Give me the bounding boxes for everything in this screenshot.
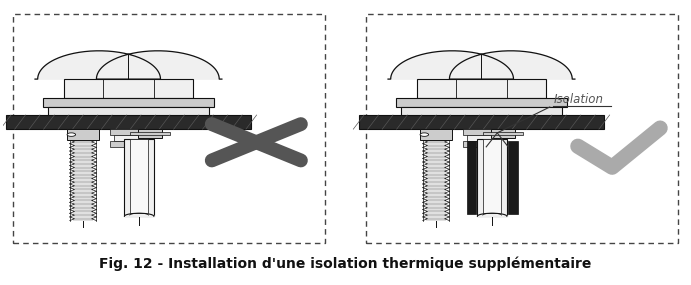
Polygon shape	[35, 51, 222, 79]
Text: Isolation: Isolation	[553, 93, 603, 106]
Bar	[467, 135, 496, 141]
Bar	[110, 129, 147, 135]
Bar	[6, 115, 252, 129]
Bar	[396, 97, 567, 107]
Bar	[124, 139, 154, 216]
Bar	[359, 115, 604, 129]
Bar	[426, 140, 446, 221]
Bar	[73, 140, 93, 221]
Bar	[467, 141, 476, 214]
Circle shape	[67, 133, 75, 136]
Bar	[482, 132, 523, 135]
Text: Fig. 12 - Installation d'une isolation thermique supplémentaire: Fig. 12 - Installation d'une isolation t…	[100, 257, 591, 271]
Bar	[463, 141, 500, 147]
Polygon shape	[388, 51, 575, 79]
Bar	[463, 129, 500, 135]
Bar	[13, 14, 325, 243]
Bar	[417, 79, 545, 97]
Bar	[67, 129, 99, 140]
Bar	[420, 129, 452, 140]
Bar	[366, 14, 678, 243]
Bar	[483, 139, 502, 216]
Bar	[491, 129, 515, 138]
Bar	[477, 139, 507, 216]
Bar	[114, 135, 143, 141]
Bar	[43, 97, 214, 107]
Bar	[64, 79, 193, 97]
Bar	[138, 129, 162, 138]
Bar	[110, 141, 147, 147]
Bar	[508, 141, 518, 214]
Bar	[401, 107, 562, 115]
Circle shape	[420, 133, 428, 136]
Bar	[130, 139, 149, 216]
Bar	[129, 132, 170, 135]
Bar	[48, 107, 209, 115]
